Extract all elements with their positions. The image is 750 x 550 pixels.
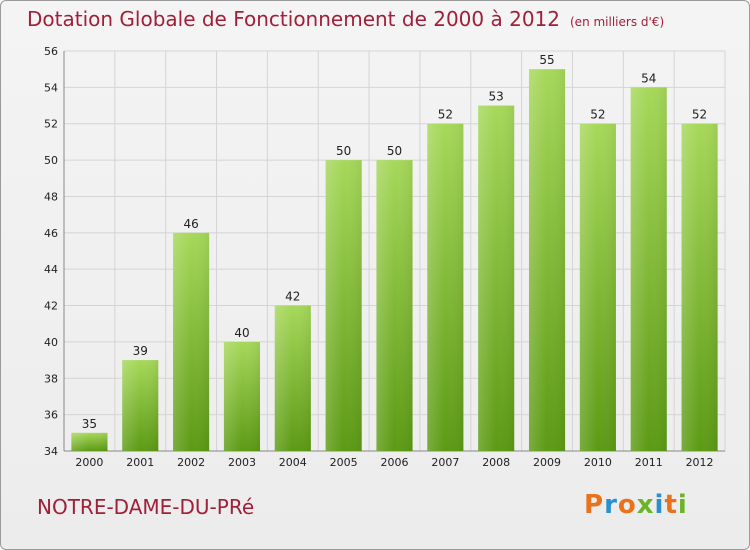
logo-letter: r: [604, 490, 618, 520]
value-label-2008: 53: [489, 90, 504, 104]
chart-title-text: Dotation Globale de Fonctionnement de 20…: [27, 7, 560, 31]
proxiti-logo: Proxiti: [584, 490, 688, 520]
y-tick-label: 50: [44, 154, 58, 167]
logo-letter: i: [677, 490, 688, 520]
value-label-2002: 46: [183, 217, 198, 231]
y-tick-label: 48: [44, 190, 58, 203]
value-label-2007: 52: [438, 108, 453, 122]
x-tick-label-2011: 2011: [635, 456, 663, 469]
value-label-2004: 42: [285, 290, 300, 304]
bar-shade-2005: [325, 160, 362, 451]
bar-shade-2006: [376, 160, 413, 451]
labels: 34 36 38 40 42 44 46 48 50 52 54 56 35 2000 39 2001 46 20…: [44, 45, 714, 469]
bar-shade-2011: [630, 87, 667, 451]
y-tick-label: 38: [44, 372, 58, 385]
y-tick-label: 54: [44, 81, 58, 94]
x-tick-label-2003: 2003: [228, 456, 256, 469]
chart-subtitle: (en milliers d'€): [570, 15, 665, 29]
y-tick-label: 36: [44, 409, 58, 422]
value-label-2009: 55: [539, 53, 554, 67]
bar-shade-2012: [681, 123, 718, 452]
logo-letter: t: [664, 490, 678, 520]
x-tick-label-2001: 2001: [126, 456, 154, 469]
x-tick-label-2010: 2010: [584, 456, 612, 469]
bar-shade-2010: [579, 123, 616, 452]
x-tick-label-2012: 2012: [686, 456, 714, 469]
logo-letter: x: [636, 490, 655, 520]
x-tick-label-2008: 2008: [482, 456, 510, 469]
bar-shade-2004: [274, 305, 311, 451]
y-tick-label: 44: [44, 263, 58, 276]
logo-letter: i: [654, 490, 665, 520]
bar-shade-2001: [122, 360, 159, 451]
value-label-2010: 52: [590, 108, 605, 122]
logo-letter: o: [617, 490, 637, 520]
y-tick-label: 34: [44, 445, 58, 458]
value-label-2011: 54: [641, 71, 656, 85]
value-label-2005: 50: [336, 144, 351, 158]
y-tick-label: 56: [44, 45, 58, 58]
y-tick-label: 46: [44, 227, 58, 240]
x-tick-label-2005: 2005: [330, 456, 358, 469]
x-tick-label-2000: 2000: [75, 456, 103, 469]
x-tick-label-2009: 2009: [533, 456, 561, 469]
bar-shade-2003: [223, 341, 261, 451]
value-label-2003: 40: [234, 326, 249, 340]
bar-shade-2009: [528, 69, 566, 451]
y-tick-label: 40: [44, 336, 58, 349]
bar-shade-2002: [173, 232, 210, 451]
value-label-2006: 50: [387, 144, 402, 158]
x-tick-label-2006: 2006: [381, 456, 409, 469]
x-tick-label-2007: 2007: [431, 456, 459, 469]
x-tick-label-2004: 2004: [279, 456, 307, 469]
chart-title: Dotation Globale de Fonctionnement de 20…: [27, 7, 664, 31]
bar-shade-2000: [71, 432, 108, 451]
value-label-2001: 39: [133, 344, 148, 358]
value-label-2012: 52: [692, 108, 707, 122]
y-tick-label: 42: [44, 300, 58, 313]
x-tick-label-2002: 2002: [177, 456, 205, 469]
bars: [71, 69, 718, 452]
logo-letter: P: [584, 490, 605, 520]
bar-shade-2007: [427, 123, 464, 452]
commune-name: NOTRE-DAME-DU-PRé: [37, 495, 255, 519]
value-label-2000: 35: [82, 417, 97, 431]
bar-shade-2008: [478, 105, 515, 451]
y-tick-label: 52: [44, 118, 58, 131]
